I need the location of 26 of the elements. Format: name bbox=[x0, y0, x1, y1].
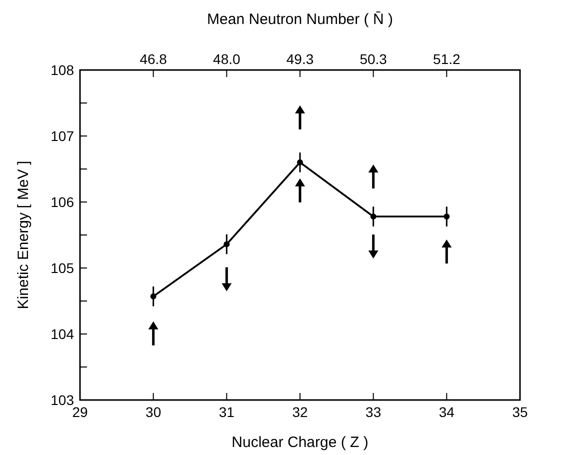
x-tick-label: 33 bbox=[366, 404, 382, 420]
point bbox=[370, 214, 376, 220]
y-tick-label: 103 bbox=[50, 392, 74, 408]
annotation: 50.3 bbox=[360, 51, 388, 67]
annotation: 49.3 bbox=[286, 51, 314, 67]
x-tick-label: 35 bbox=[512, 404, 528, 420]
point bbox=[297, 159, 303, 166]
y-tick-label: 107 bbox=[50, 128, 74, 144]
y-tick-label: 104 bbox=[50, 326, 74, 342]
x-axis-title: Nuclear Charge ( Z ) bbox=[232, 434, 368, 451]
y-tick-label: 105 bbox=[50, 260, 74, 276]
y-axis-title: Kinetic Energy [ MeV ] bbox=[15, 160, 32, 310]
x-tick-label: 34 bbox=[438, 404, 455, 420]
annotation: 46.8 bbox=[140, 51, 168, 67]
annotation: 48.0 bbox=[213, 51, 241, 67]
x-tick-label: 30 bbox=[146, 404, 162, 420]
point bbox=[444, 214, 450, 220]
x-tick-label: 29 bbox=[72, 404, 88, 420]
annotation: 51.2 bbox=[433, 51, 461, 67]
x2-axis-title: Mean Neutron Number ( N̄ ) bbox=[207, 11, 393, 28]
y-tick-label: 106 bbox=[50, 194, 74, 210]
x-tick-label: 31 bbox=[218, 404, 235, 420]
point bbox=[150, 293, 156, 300]
point bbox=[224, 241, 230, 248]
y-tick-label: 108 bbox=[50, 62, 74, 78]
x-tick-label: 32 bbox=[292, 404, 308, 420]
